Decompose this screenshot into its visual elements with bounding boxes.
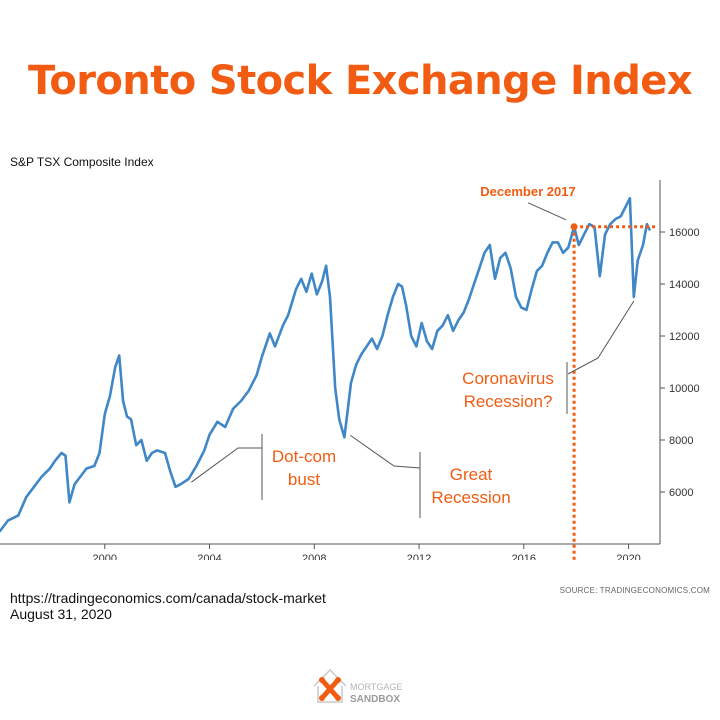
coronavirus-leader — [567, 300, 635, 375]
y-tick-label: 10000 — [669, 383, 700, 395]
y-tick-label: 12000 — [669, 331, 700, 343]
great-recession-leader — [350, 434, 421, 469]
source-date: August 31, 2020 — [10, 606, 112, 622]
dot-com-bust-leader — [191, 447, 262, 483]
x-tick-label: 2016 — [512, 553, 536, 560]
x-tick-label: 2012 — [407, 553, 431, 560]
x-tick-label: 2000 — [93, 553, 117, 560]
source-url[interactable]: https://tradingeconomics.com/canada/stoc… — [10, 590, 326, 606]
cross-mark-icon — [319, 677, 341, 701]
y-tick-label: 14000 — [669, 279, 700, 291]
chart-subtitle: S&P TSX Composite Index — [10, 155, 154, 169]
x-tick-label: 2004 — [197, 553, 221, 560]
great-recession-label-line1: Great — [450, 465, 493, 484]
x-tick-label: 2020 — [616, 553, 640, 560]
december-2017-point — [570, 223, 578, 231]
coronavirus-label-line2: Recession? — [464, 392, 553, 411]
mortgage-sandbox-logo: MORTGAGE SANDBOX — [313, 668, 402, 705]
house-wall-icon — [317, 686, 343, 703]
y-tick-label: 6000 — [669, 487, 693, 499]
great-recession-label-line2: Recession — [431, 488, 510, 507]
dot-com-bust-label-line2: bust — [288, 470, 320, 489]
logo-word-mortgage: MORTGAGE — [350, 682, 402, 692]
axes: 6000 8000 10000 12000 14000 16000 2000 2004 2008… — [0, 180, 700, 560]
coronavirus-label-line1: Coronavirus — [462, 369, 554, 388]
series-group — [0, 196, 651, 533]
y-tick-label: 16000 — [669, 227, 700, 239]
house-roof-icon — [313, 668, 347, 687]
chart-title: Toronto Stock Exchange Index — [28, 58, 693, 104]
december-2017-label: December 2017 — [480, 184, 575, 199]
source-credit: SOURCE: TRADINGECONOMICS.COM — [559, 586, 710, 595]
dot-com-bust-label-line1: Dot-com — [272, 447, 336, 466]
y-tick-label: 8000 — [669, 435, 693, 447]
chart: S&P TSX Composite Index 6000 8000 10000 120… — [0, 155, 700, 560]
x-tick-label: 2008 — [302, 553, 326, 560]
annotations: December 2017 Dot-com bust Great Recession Co… — [191, 184, 656, 560]
series-line — [0, 196, 651, 533]
logo-word-sandbox: SANDBOX — [350, 694, 400, 705]
december-2017-leader — [527, 202, 567, 221]
